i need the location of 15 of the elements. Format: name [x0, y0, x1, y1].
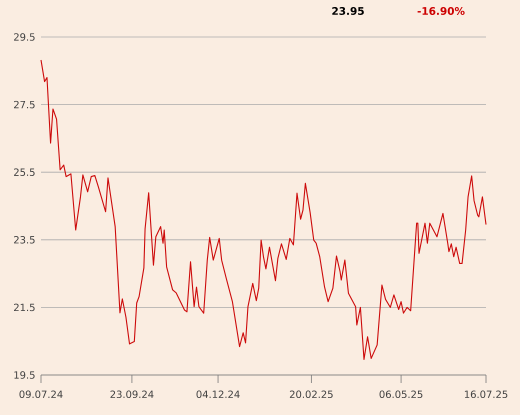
y-tick-label: 25.5 [14, 168, 35, 176]
y-tick-label: 23.5 [14, 236, 35, 244]
y-tick-label: 29.5 [14, 33, 35, 41]
text: 23.95 [332, 7, 364, 15]
x-tick-label: 06.05.25 [380, 390, 422, 398]
y-tick-label: 21.5 [14, 304, 35, 312]
y-tick-label: 19.5 [14, 371, 35, 379]
x-tick-label: 23.09.24 [110, 390, 154, 398]
x-tick-label: 04.12.24 [196, 390, 240, 398]
x-tick-label: 09.07.24 [19, 390, 63, 398]
y-tick-label: 27.5 [14, 100, 35, 108]
x-tick-label: 16.07.25 [464, 390, 508, 398]
x-tick-label: 20.02.25 [290, 390, 333, 398]
line-series [40, 59, 487, 360]
text: -16.90% [418, 7, 465, 15]
